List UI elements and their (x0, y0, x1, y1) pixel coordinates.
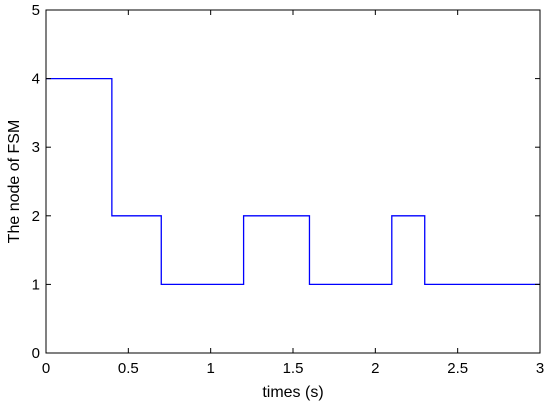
series-line (46, 77, 540, 286)
x-tick-label: 2.5 (447, 360, 468, 377)
x-tick-label: 0 (42, 360, 50, 377)
y-tick-label: 0 (32, 345, 40, 362)
y-tick-label: 3 (32, 139, 40, 156)
series-layer (46, 77, 540, 286)
x-tick-label: 0.5 (118, 360, 139, 377)
x-axis-label: times (s) (262, 384, 323, 401)
x-tick-label: 3 (536, 360, 544, 377)
x-tick-label: 2 (371, 360, 379, 377)
x-tick-label: 1.5 (283, 360, 304, 377)
y-tick-label: 2 (32, 208, 40, 225)
plot-area (46, 10, 540, 353)
y-tick-label: 1 (32, 276, 40, 293)
x-tick-label: 1 (206, 360, 214, 377)
tick-layer: 0 0.5 1 1.5 2 2.5 3 0 1 2 3 4 5 (32, 2, 545, 377)
y-tick-label: 5 (32, 2, 40, 19)
y-axis-label: The node of FSM (6, 120, 23, 244)
y-tick-label: 4 (32, 71, 40, 88)
